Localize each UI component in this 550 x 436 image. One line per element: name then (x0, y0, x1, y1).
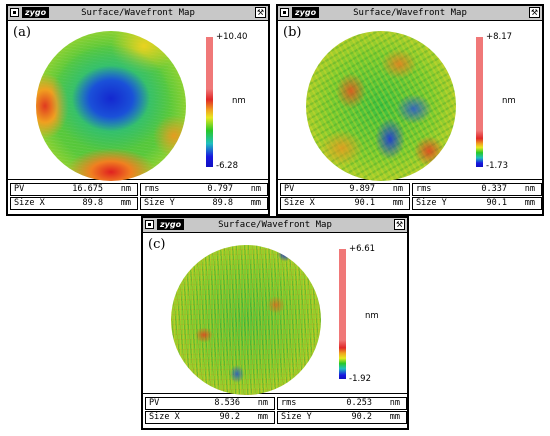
plot-area: (b) +8.17 nm -1.73 (278, 21, 542, 181)
surface-map-image (171, 245, 321, 395)
rms-field: rms 0.337 nm (412, 183, 542, 196)
surface-map-image (36, 31, 186, 181)
size-y-field: Size Y 89.8 mm (140, 197, 268, 210)
title-bar: zygo Surface/Wavefront Map ⚒ (278, 6, 542, 21)
pv-field: PV 8.536 nm (145, 397, 275, 410)
surface-map-window-c: zygo Surface/Wavefront Map ⚒ (c) +6.61 n… (141, 216, 409, 430)
wrench-icon[interactable]: ⚒ (394, 219, 405, 230)
title-bar: zygo Surface/Wavefront Map ⚒ (8, 6, 268, 21)
scale-max-label: +10.40 (216, 32, 248, 42)
zygo-logo: zygo (292, 7, 320, 18)
scale-unit-label: nm (502, 96, 516, 106)
rms-field: rms 0.253 nm (277, 397, 407, 410)
surface-map-image (306, 31, 456, 181)
window-menu-icon[interactable] (145, 220, 154, 229)
zygo-logo: zygo (22, 7, 50, 18)
scale-unit-label: nm (365, 311, 379, 321)
stats-panel: PV 8.536 nm rms 0.253 nm Size X 90.2 mm Size Y… (145, 395, 407, 426)
stats-panel: PV 16.675 nm rms 0.797 nm Size X 89.8 mm Size … (10, 181, 268, 212)
size-x-field: Size X 89.8 mm (10, 197, 138, 210)
panel-label: (c) (148, 237, 166, 252)
scale-min-label: -1.92 (349, 374, 371, 384)
panel-label: (a) (13, 25, 31, 40)
size-y-field: Size Y 90.2 mm (277, 411, 407, 424)
window-title: Surface/Wavefront Map (353, 8, 467, 18)
size-x-field: Size X 90.2 mm (145, 411, 275, 424)
color-scale-bar (206, 37, 213, 167)
window-title: Surface/Wavefront Map (218, 220, 332, 230)
window-menu-icon[interactable] (280, 8, 289, 17)
size-x-field: Size X 90.1 mm (280, 197, 410, 210)
plot-area: (c) +6.61 nm -1.92 (143, 233, 407, 395)
plot-area: (a) +10.40 nm -6.28 (8, 21, 268, 181)
window-title: Surface/Wavefront Map (81, 8, 195, 18)
scale-max-label: +8.17 (486, 32, 513, 42)
color-scale-bar (476, 37, 483, 167)
pv-field: PV 16.675 nm (10, 183, 138, 196)
panel-label: (b) (283, 25, 302, 40)
rms-field: rms 0.797 nm (140, 183, 268, 196)
surface-map-window-a: zygo Surface/Wavefront Map ⚒ (a) +10.40 … (6, 4, 270, 216)
scale-max-label: +6.61 (349, 244, 376, 254)
surface-map-window-b: zygo Surface/Wavefront Map ⚒ (b) +8.17 n… (276, 4, 544, 216)
size-y-field: Size Y 90.1 mm (412, 197, 542, 210)
zygo-logo: zygo (157, 219, 185, 230)
window-menu-icon[interactable] (10, 8, 19, 17)
scale-unit-label: nm (232, 96, 246, 106)
title-bar: zygo Surface/Wavefront Map ⚒ (143, 218, 407, 233)
wrench-icon[interactable]: ⚒ (255, 7, 266, 18)
stats-panel: PV 9.897 nm rms 0.337 nm Size X 90.1 mm Size Y… (280, 181, 542, 212)
color-scale-bar (339, 249, 346, 379)
scale-min-label: -1.73 (486, 161, 508, 171)
pv-field: PV 9.897 nm (280, 183, 410, 196)
wrench-icon[interactable]: ⚒ (529, 7, 540, 18)
scale-min-label: -6.28 (216, 161, 238, 171)
